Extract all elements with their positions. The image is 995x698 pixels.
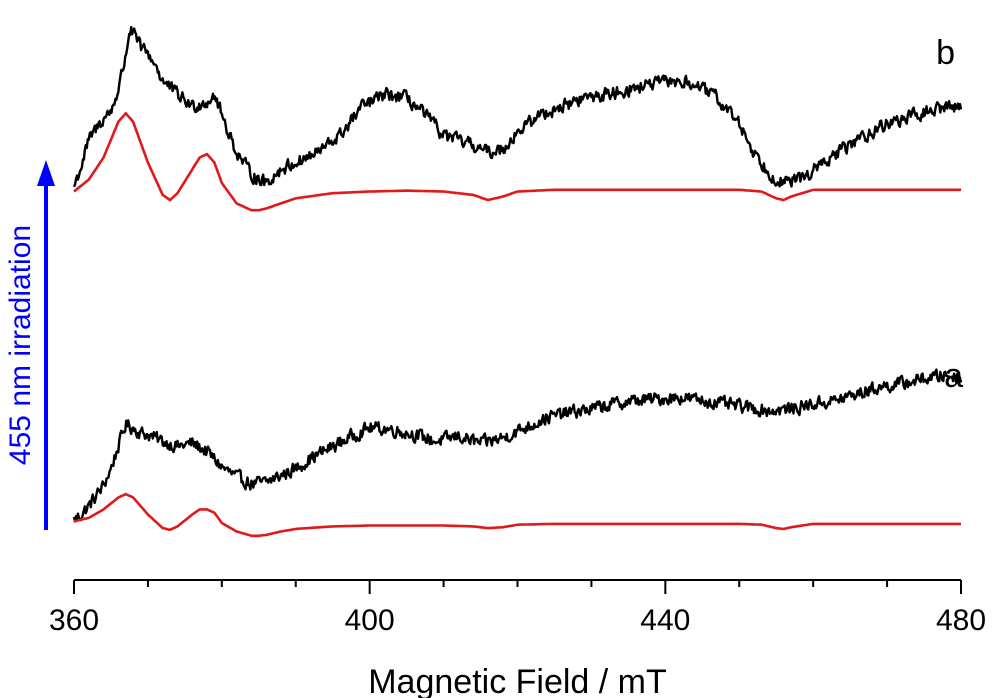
series-line-a: [72, 368, 963, 523]
x-axis-title: Magnetic Field / mT: [368, 663, 667, 698]
irradiation-arrow-head: [37, 160, 55, 186]
trace-label-b: b: [936, 34, 955, 72]
trace-label-a: a: [944, 357, 963, 395]
irradiation-label: 455 nm irradiation: [4, 225, 37, 465]
x-tick-label: 400: [345, 604, 395, 637]
x-tick-label: 440: [640, 604, 690, 637]
plot-area: [72, 25, 963, 538]
x-axis: 360 400 440 480 Magnetic Field / mT: [49, 579, 986, 698]
series-line-a-sim: [73, 492, 961, 538]
x-tick-label: 360: [49, 604, 99, 637]
x-tick-label: 480: [936, 604, 986, 637]
annotations: b a 455 nm irradiation: [4, 34, 963, 530]
series-line-b: [72, 25, 963, 188]
series-line-b-sim: [73, 112, 961, 212]
